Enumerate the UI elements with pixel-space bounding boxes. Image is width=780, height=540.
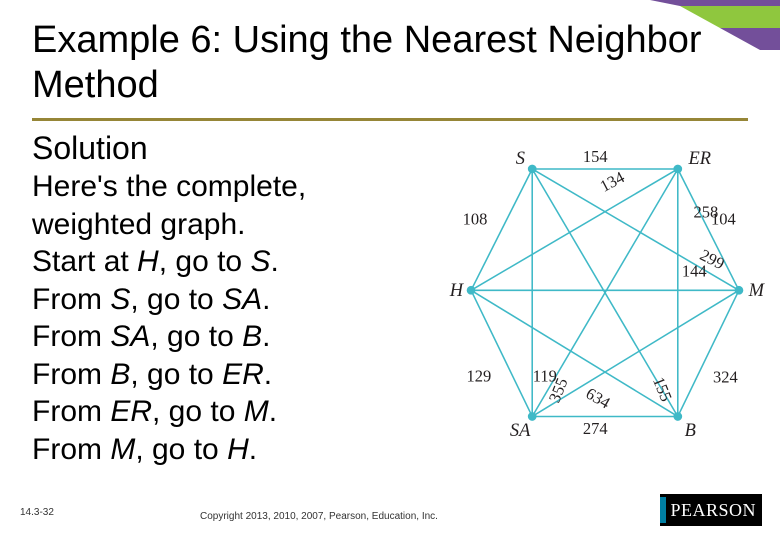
svg-text:144: 144 <box>682 262 707 281</box>
logo-text: PEARSON <box>670 500 762 521</box>
solution-line: From B, go to ER. <box>32 356 452 394</box>
solution-line: weighted graph. <box>32 206 452 244</box>
svg-text:324: 324 <box>713 368 738 387</box>
svg-text:154: 154 <box>583 147 608 166</box>
svg-text:155: 155 <box>649 374 676 404</box>
solution-line: Here's the complete, <box>32 168 452 206</box>
svg-text:258: 258 <box>694 203 719 222</box>
complete-weighted-graph: 1541082991191551341043551442581296342743… <box>440 135 770 465</box>
slide-title: Example 6: Using the Nearest Neighbor Me… <box>32 18 752 108</box>
solution-line: From SA, go to B. <box>32 318 452 356</box>
svg-text:H: H <box>449 280 465 300</box>
solution-line: From S, go to SA. <box>32 281 452 319</box>
copyright-text: Copyright 2013, 2010, 2007, Pearson, Edu… <box>200 511 438 522</box>
solution-line: From M, go to H. <box>32 431 452 469</box>
svg-text:SA: SA <box>510 420 531 440</box>
solution-text: Solution Here's the complete, weighted g… <box>32 128 452 468</box>
slide-number: 14.3-32 <box>20 507 54 518</box>
svg-text:S: S <box>516 148 525 168</box>
svg-text:634: 634 <box>583 384 614 413</box>
svg-text:ER: ER <box>687 148 711 168</box>
svg-text:274: 274 <box>583 419 608 438</box>
pearson-logo: PEARSON <box>660 494 762 526</box>
svg-text:M: M <box>748 280 766 300</box>
solution-line: Start at H, go to S. <box>32 243 452 281</box>
solution-heading: Solution <box>32 128 452 168</box>
logo-bar <box>660 497 666 523</box>
title-underline <box>32 118 748 121</box>
solution-line: From ER, go to M. <box>32 393 452 431</box>
svg-text:129: 129 <box>466 367 491 386</box>
svg-text:108: 108 <box>463 209 488 228</box>
svg-text:B: B <box>685 420 696 440</box>
svg-text:134: 134 <box>597 167 628 195</box>
